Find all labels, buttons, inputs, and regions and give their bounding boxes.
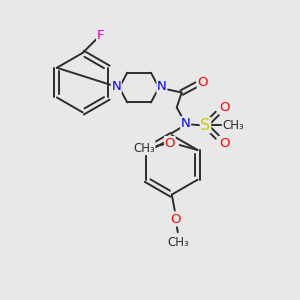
Text: O: O <box>164 136 175 150</box>
Text: O: O <box>219 101 230 114</box>
Text: O: O <box>219 136 230 150</box>
Text: O: O <box>197 76 208 89</box>
Text: N: N <box>111 80 121 93</box>
Text: S: S <box>200 118 211 133</box>
Text: F: F <box>97 28 104 42</box>
Text: O: O <box>170 213 181 226</box>
Text: CH₃: CH₃ <box>168 236 190 249</box>
Text: N: N <box>157 80 167 93</box>
Text: CH₃: CH₃ <box>133 142 155 154</box>
Text: CH₃: CH₃ <box>222 119 244 132</box>
Text: N: N <box>181 117 190 130</box>
